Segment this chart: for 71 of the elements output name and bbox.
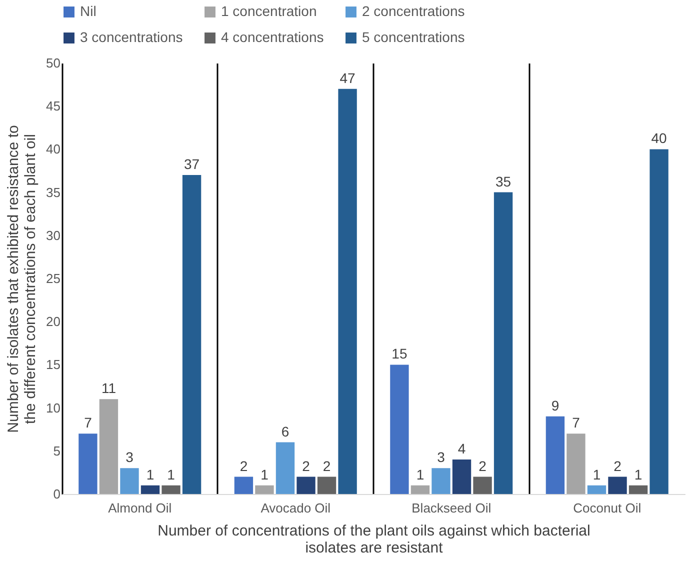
bar	[628, 485, 648, 494]
data-label: 7	[84, 414, 92, 431]
data-label: 1	[592, 466, 601, 482]
bar	[120, 468, 139, 494]
x-tick-label: Coconut Oil	[573, 500, 642, 516]
data-label: 37	[184, 156, 200, 172]
data-label: 40	[651, 130, 668, 146]
legend-label: 3 concentrations	[80, 29, 183, 45]
x-tick-label: Avocado Oil	[260, 500, 331, 516]
bar	[276, 442, 295, 494]
y-tick-label: 25	[46, 271, 60, 286]
x-tick-label: Almond Oil	[108, 500, 172, 516]
y-tick-label: 20	[46, 314, 60, 330]
bar	[587, 485, 606, 494]
x-tick-label: Blackseed Oil	[412, 500, 492, 516]
data-label: 1	[416, 466, 424, 482]
bar	[473, 476, 492, 494]
legend-label: 4 concentrations	[221, 29, 324, 45]
y-tick-label: 35	[46, 184, 60, 200]
data-label: 35	[496, 173, 512, 190]
y-tick-label: 15	[46, 357, 60, 372]
bar	[99, 399, 118, 494]
data-label: 2	[302, 458, 310, 474]
data-label: 9	[551, 397, 560, 414]
data-label: 3	[126, 449, 134, 466]
bar	[296, 476, 316, 494]
bar	[566, 434, 586, 494]
bar	[317, 476, 336, 494]
legend-label: Nil	[80, 3, 96, 19]
data-label: 7	[572, 414, 580, 431]
legend-label: 2 concentrations	[362, 3, 465, 19]
bar	[255, 485, 274, 494]
data-label: 2	[240, 458, 248, 474]
y-tick-label: 10	[46, 400, 60, 416]
bar	[432, 468, 450, 494]
data-label: 1	[146, 466, 154, 482]
data-label: 15	[392, 346, 408, 362]
y-tick-label: 0	[53, 486, 60, 502]
bar	[140, 485, 160, 494]
bar	[390, 364, 409, 494]
bar	[452, 460, 472, 494]
data-label: 1	[167, 466, 176, 482]
legend-label: 5 concentrations	[362, 29, 465, 45]
y-tick-label: 45	[46, 98, 60, 114]
data-label: 11	[101, 380, 116, 396]
data-label: 47	[340, 70, 356, 86]
bar	[650, 149, 668, 494]
legend-label: 1 concentration	[221, 3, 317, 19]
bar	[338, 88, 357, 494]
bar	[234, 476, 254, 494]
data-label: 1	[260, 466, 269, 482]
bar	[410, 485, 430, 494]
data-label: 4	[458, 440, 466, 457]
data-label: 6	[281, 423, 290, 440]
bar	[78, 434, 98, 494]
data-label: 2	[478, 458, 487, 474]
y-axis-title: Number of isolates that exhibited resistance to the different concentrations of each plant oil	[5, 125, 40, 433]
y-tick-label: 50	[46, 56, 60, 70]
bar	[182, 175, 202, 494]
data-label: 2	[614, 458, 622, 474]
y-tick-label: 5	[53, 443, 60, 458]
bar	[494, 192, 513, 494]
y-tick-label: 30	[46, 228, 60, 243]
bar	[546, 416, 565, 494]
data-label: 1	[634, 466, 642, 482]
y-tick-label: 40	[46, 142, 60, 157]
bar	[162, 485, 180, 494]
data-label: 3	[437, 449, 446, 466]
x-axis-title: Number of concentrations of the plant oils against which bacterial isolates are resistant	[158, 522, 590, 556]
bar	[608, 476, 627, 494]
data-label: 2	[322, 458, 331, 474]
